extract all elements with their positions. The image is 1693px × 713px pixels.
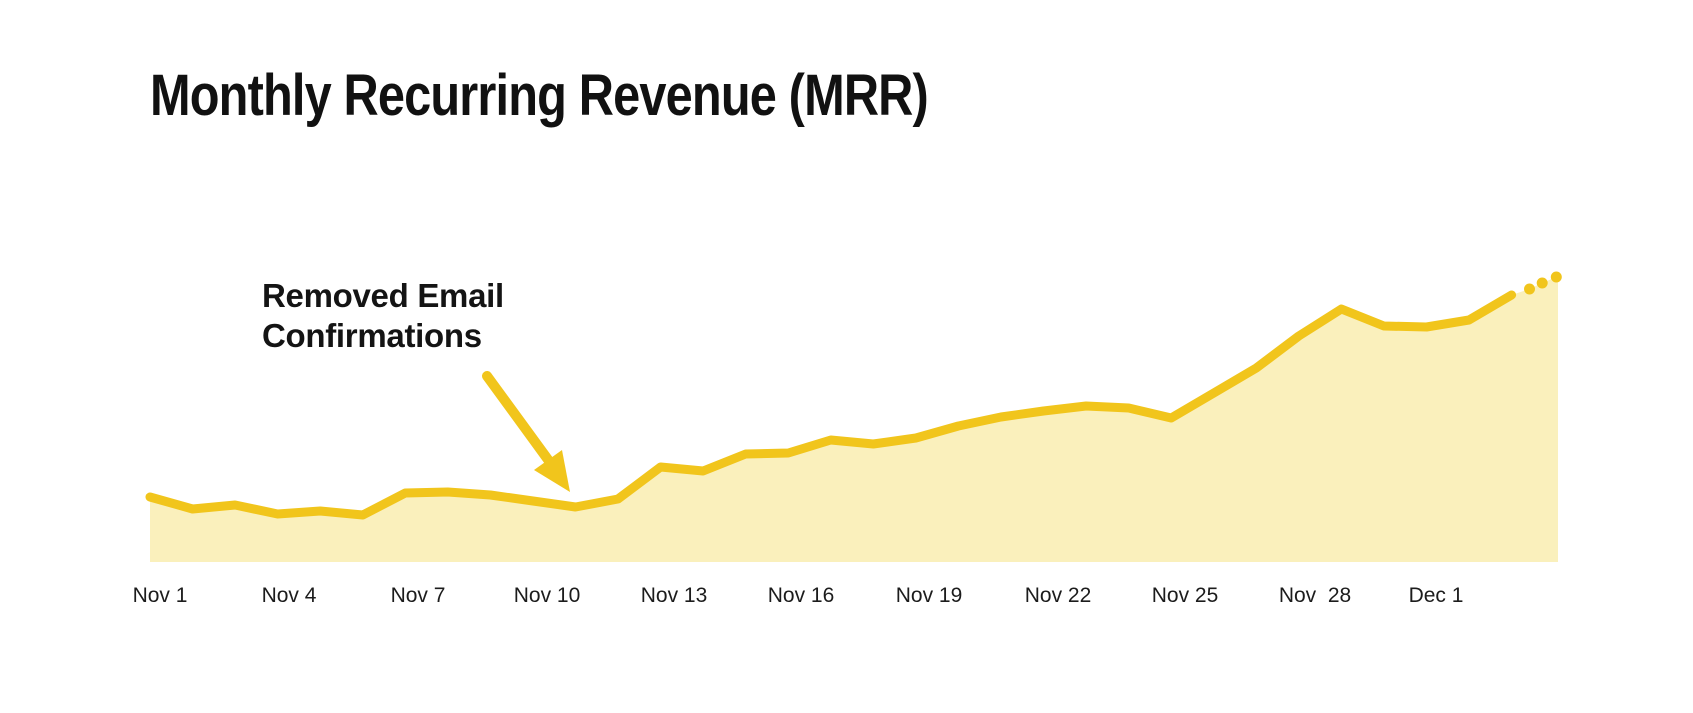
area-fill	[150, 277, 1558, 562]
arrow-head	[534, 450, 570, 492]
projection-dots-icon	[1524, 271, 1562, 295]
annotation-line-2: Confirmations	[262, 317, 482, 354]
projection-dot	[1524, 283, 1535, 295]
annotation-callout: Removed Email Confirmations	[262, 276, 504, 356]
chart-title: Monthly Recurring Revenue (MRR)	[150, 63, 929, 128]
mrr-line	[145, 290, 1517, 520]
projection-dot	[1536, 277, 1548, 289]
annotation-line-1: Removed Email	[262, 277, 504, 314]
projection-dot	[1550, 271, 1562, 283]
arrow-shaft	[482, 371, 554, 466]
annotation-arrow-icon	[482, 371, 570, 492]
